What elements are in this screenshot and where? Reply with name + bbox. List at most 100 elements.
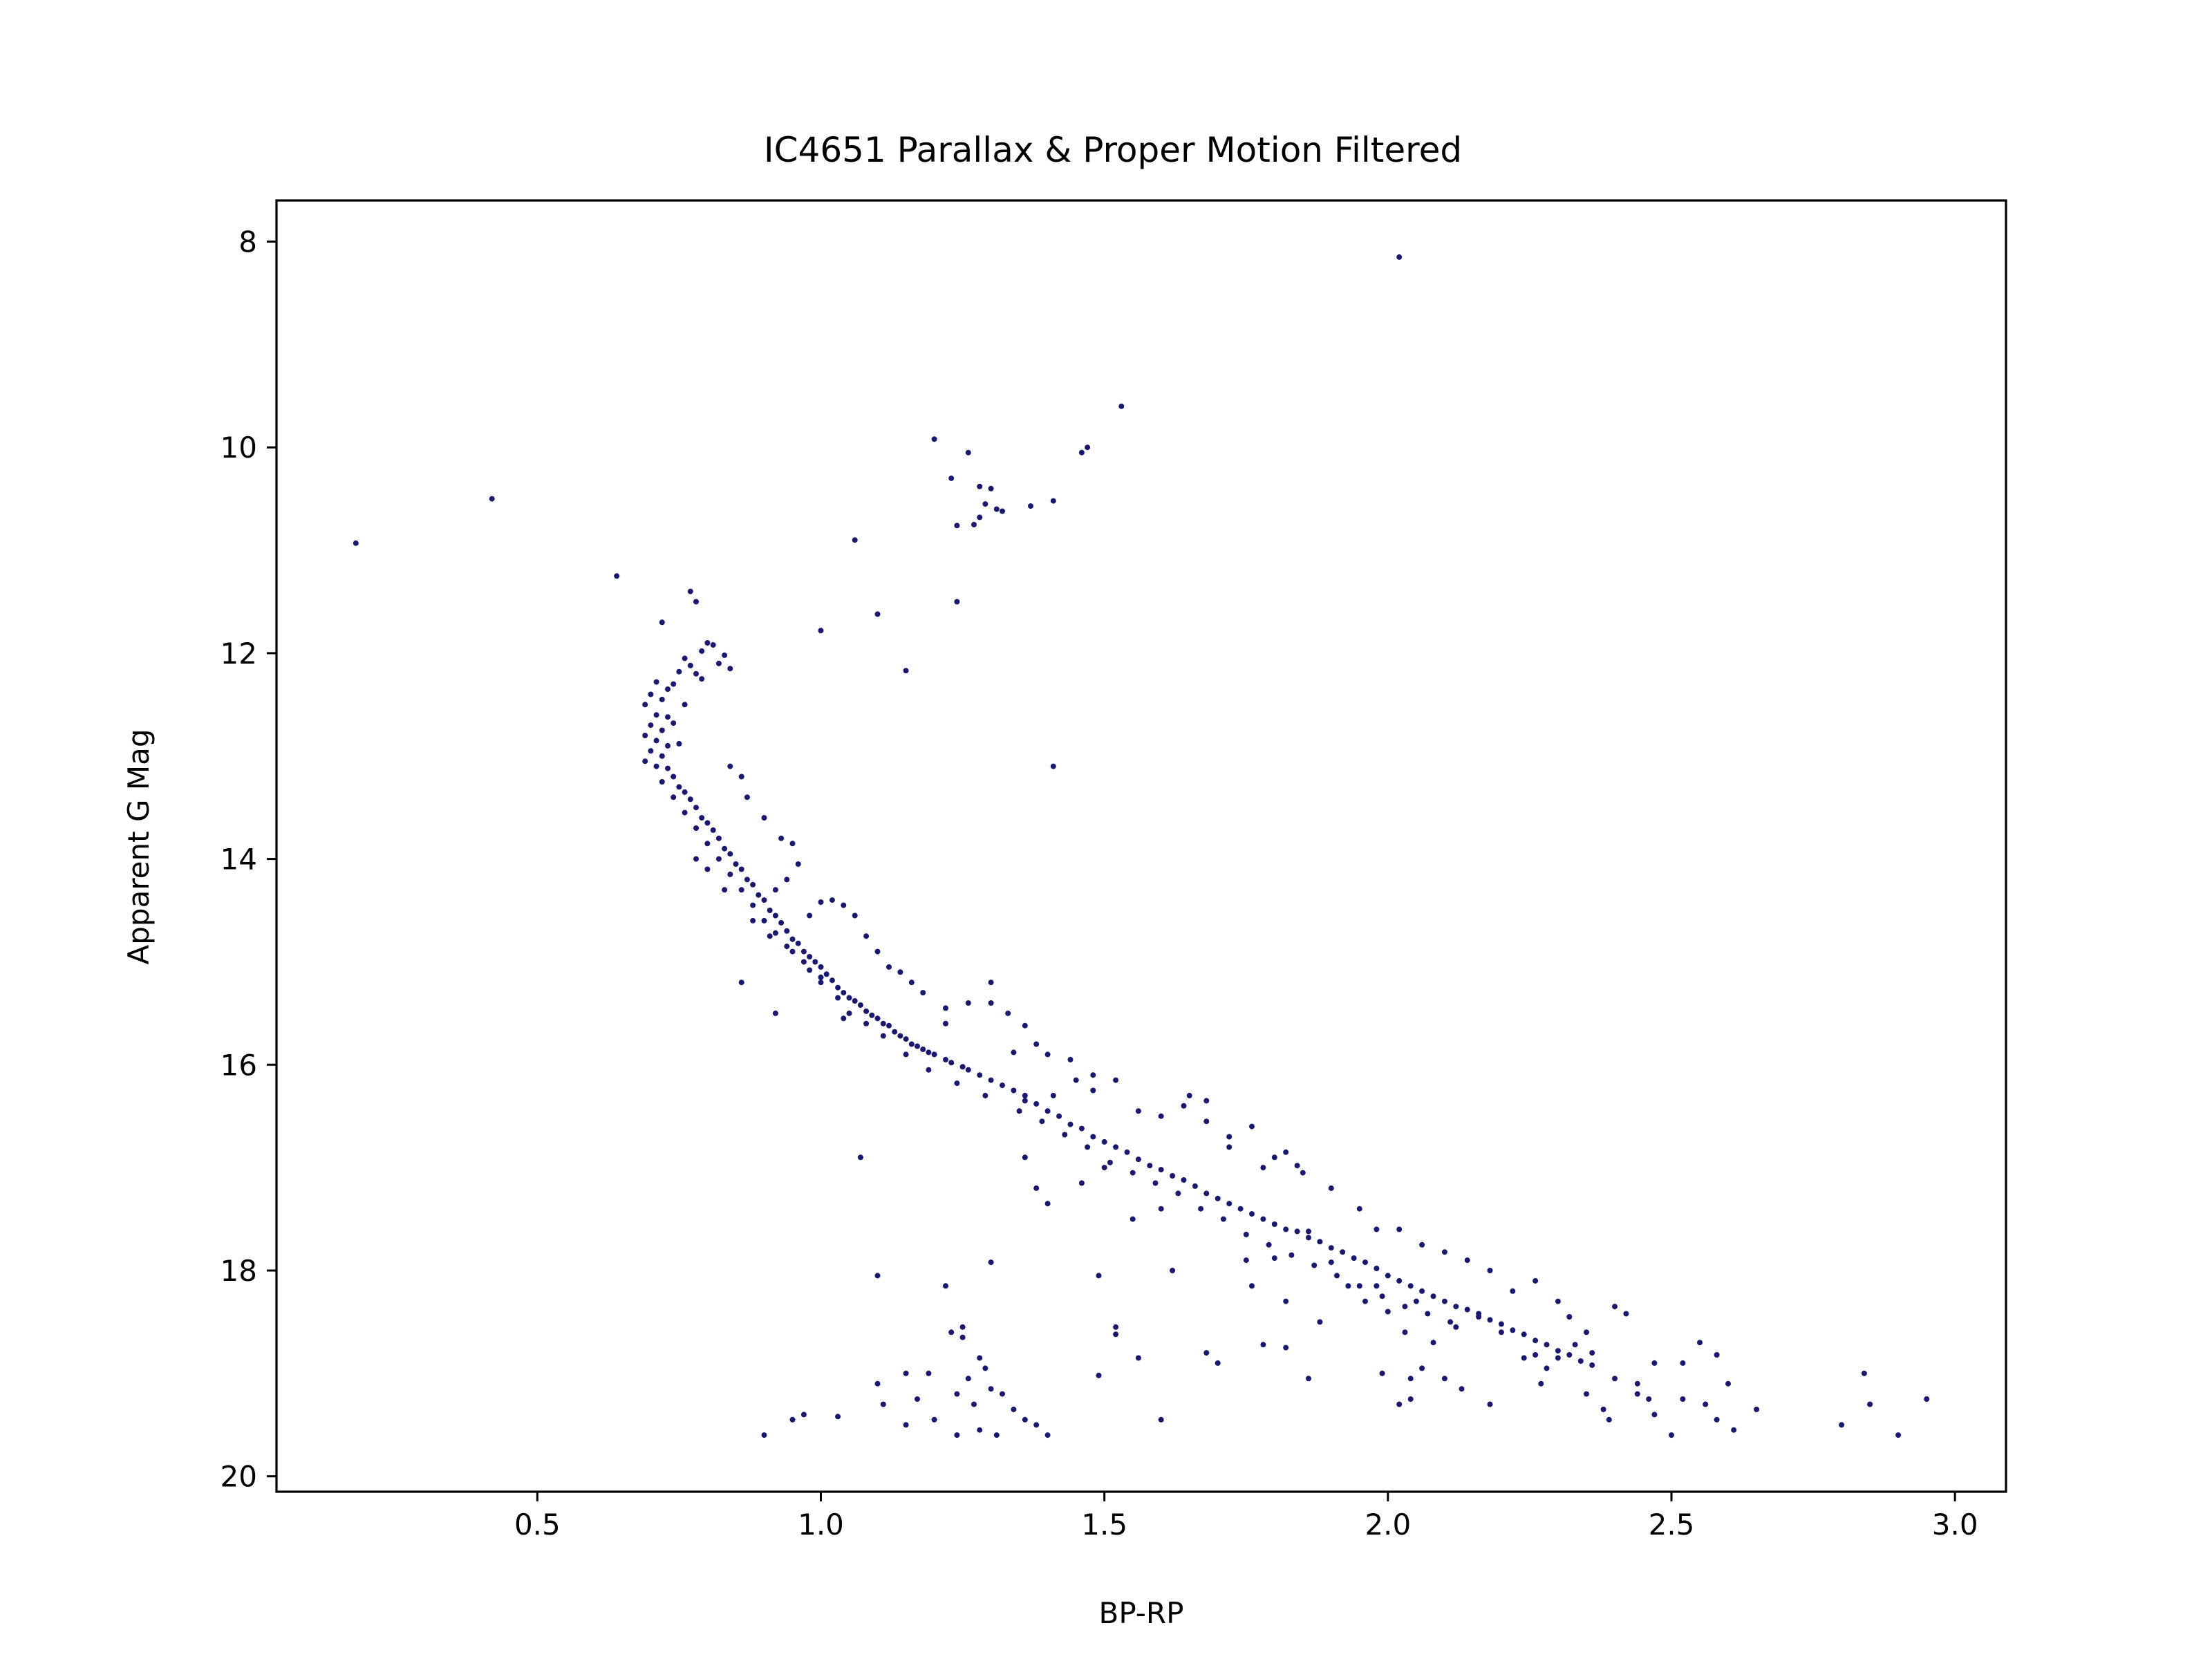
data-point	[1192, 1183, 1198, 1189]
data-point	[892, 1029, 898, 1035]
data-point	[1107, 1159, 1113, 1165]
data-point	[1317, 1319, 1323, 1325]
data-point	[1090, 1087, 1096, 1094]
data-point	[971, 1401, 977, 1407]
data-point	[908, 980, 915, 986]
data-point	[959, 1064, 966, 1070]
data-point	[988, 485, 994, 491]
data-point	[1011, 1087, 1017, 1094]
data-point	[693, 671, 699, 677]
data-point	[1413, 1298, 1419, 1304]
data-point	[926, 1370, 932, 1376]
data-point	[1113, 1324, 1119, 1330]
data-point	[1407, 1283, 1414, 1289]
data-point	[778, 835, 785, 841]
data-point	[1459, 1386, 1465, 1392]
data-point	[1044, 1432, 1051, 1438]
data-point	[756, 892, 762, 898]
data-point	[1249, 1211, 1255, 1217]
x-axis-label: BP-RP	[1099, 1596, 1184, 1630]
x-axis: 0.5 1.0 1.5 2.0 2.5 3.0	[514, 1492, 1978, 1541]
data-point	[988, 1259, 994, 1266]
data-point	[915, 1396, 920, 1402]
data-point	[1294, 1163, 1300, 1169]
y-tick-label: 20	[221, 1460, 257, 1494]
data-point	[614, 573, 620, 579]
data-point	[1215, 1195, 1221, 1201]
data-point	[1311, 1262, 1318, 1268]
data-point	[926, 1067, 932, 1073]
data-point	[903, 1422, 909, 1428]
data-point	[915, 1043, 920, 1049]
data-point	[659, 619, 665, 626]
data-point	[1170, 1268, 1176, 1273]
data-point	[920, 990, 926, 996]
data-point	[784, 928, 790, 934]
data-point	[738, 774, 744, 780]
data-point	[1044, 1051, 1051, 1058]
data-point	[857, 1154, 863, 1161]
data-point	[665, 742, 671, 749]
data-point	[750, 902, 756, 908]
data-point	[1924, 1396, 1930, 1402]
data-point	[1078, 449, 1085, 456]
data-point	[1050, 1092, 1056, 1098]
data-point	[750, 881, 756, 888]
data-point	[954, 1432, 960, 1438]
data-point	[1725, 1380, 1731, 1387]
data-point	[1328, 1259, 1334, 1266]
data-point	[665, 714, 671, 720]
data-point	[835, 995, 841, 1001]
data-point	[1096, 1372, 1102, 1378]
data-point	[818, 964, 824, 970]
data-point	[772, 912, 778, 919]
data-point	[880, 1401, 886, 1407]
data-point	[704, 820, 711, 826]
data-point	[795, 861, 801, 867]
y-tick-label: 16	[221, 1048, 257, 1082]
data-point	[653, 679, 659, 685]
data-point	[829, 977, 835, 984]
data-point	[988, 1077, 994, 1083]
data-point	[789, 948, 796, 955]
data-point	[1147, 1163, 1153, 1169]
data-point	[693, 805, 699, 811]
data-point	[1243, 1231, 1249, 1237]
data-point	[1328, 1245, 1334, 1251]
data-point	[778, 919, 785, 926]
data-point	[1158, 1206, 1164, 1212]
data-point	[1714, 1352, 1720, 1358]
data-point	[676, 784, 682, 790]
data-point	[1135, 1108, 1141, 1114]
data-point	[852, 998, 858, 1004]
data-point	[971, 521, 977, 527]
data-point	[829, 897, 835, 903]
data-point	[1385, 1273, 1391, 1279]
data-point	[863, 1008, 870, 1014]
data-point	[761, 1432, 767, 1438]
data-point	[908, 1041, 915, 1047]
y-axis: 8 10 12 14 16 18 20	[221, 225, 276, 1494]
data-point	[841, 902, 847, 908]
data-point	[1680, 1360, 1686, 1366]
data-point	[772, 1010, 778, 1016]
data-point	[1464, 1257, 1470, 1264]
data-point	[1000, 508, 1005, 514]
data-point	[1203, 1350, 1210, 1356]
data-point	[1407, 1396, 1414, 1402]
data-point	[1033, 1041, 1040, 1047]
data-point	[812, 959, 818, 965]
data-point	[1651, 1412, 1658, 1418]
data-point	[1419, 1241, 1425, 1248]
data-point	[665, 686, 671, 692]
data-point	[648, 691, 654, 697]
data-point	[1158, 1416, 1164, 1423]
data-point	[727, 763, 733, 769]
data-point	[642, 733, 648, 738]
data-point	[1362, 1298, 1368, 1304]
data-point	[1584, 1329, 1589, 1335]
data-point	[738, 887, 744, 893]
data-point	[903, 1370, 909, 1376]
data-point	[943, 1005, 948, 1011]
data-point	[1226, 1201, 1232, 1207]
